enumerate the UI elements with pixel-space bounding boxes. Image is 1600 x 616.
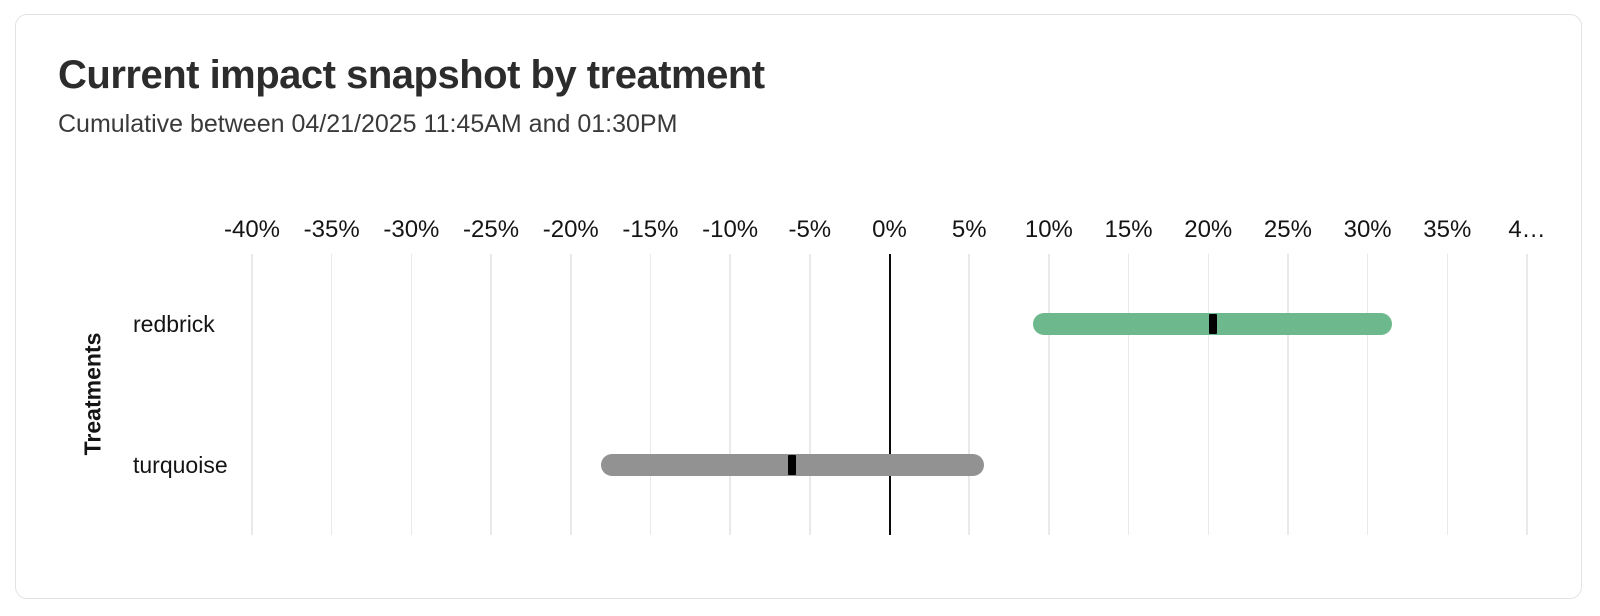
gridline	[1207, 254, 1209, 535]
gridline	[1366, 254, 1369, 535]
x-tick-label: 0%	[872, 216, 907, 243]
x-tick-label: -30%	[383, 216, 440, 243]
x-tick-label: 20%	[1184, 216, 1233, 243]
chart-subtitle: Cumulative between 04/21/2025 11:45AM an…	[58, 110, 678, 138]
gridline	[649, 254, 652, 535]
point-estimate-marker	[788, 454, 797, 475]
gridline	[1048, 254, 1050, 535]
gridline	[809, 254, 811, 535]
x-tick-label: -20%	[542, 216, 599, 243]
x-tick-label: 4…	[1508, 216, 1546, 243]
gridline	[330, 254, 333, 535]
x-tick-label: -25%	[463, 216, 520, 243]
impact-snapshot-card: Current impact snapshot by treatment Cum…	[15, 14, 1582, 599]
zero-axis-line	[888, 254, 891, 535]
gridline	[410, 254, 413, 535]
x-tick-label: 15%	[1104, 216, 1153, 243]
gridline	[490, 254, 492, 535]
x-tick-label: -10%	[702, 216, 759, 243]
x-tick-label: 30%	[1343, 216, 1392, 243]
x-tick-label: -5%	[788, 216, 832, 243]
point-estimate-marker	[1209, 314, 1218, 335]
y-axis-title: Treatments	[79, 332, 106, 456]
gridline	[251, 254, 253, 535]
gridline	[1446, 254, 1449, 535]
category-label: turquoise	[133, 451, 228, 478]
x-tick-label: 5%	[951, 216, 987, 243]
x-tick-label: 35%	[1423, 216, 1472, 243]
category-label: redbrick	[133, 311, 215, 338]
gridline	[570, 254, 572, 535]
x-tick-label: -40%	[223, 216, 281, 243]
gridline	[729, 254, 731, 535]
gridline	[1127, 254, 1130, 535]
gridline	[1287, 254, 1289, 535]
gridline	[968, 254, 970, 535]
x-tick-label: 10%	[1024, 216, 1073, 243]
plot-area	[251, 254, 1528, 535]
x-tick-label: -15%	[622, 216, 679, 243]
gridline	[1526, 254, 1528, 535]
chart-title: Current impact snapshot by treatment	[58, 53, 765, 97]
x-tick-label: -35%	[303, 216, 360, 243]
x-tick-label: 25%	[1263, 216, 1312, 243]
